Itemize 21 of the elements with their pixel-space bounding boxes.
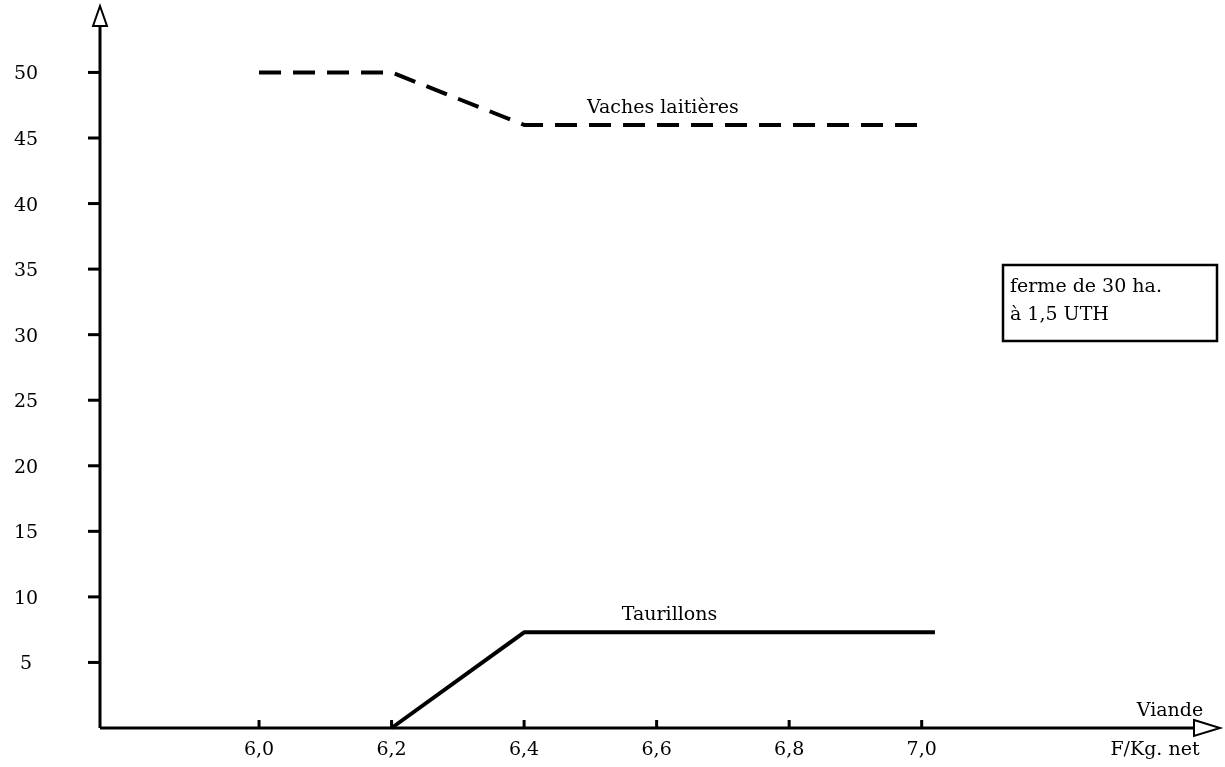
x-tick-label: 6,4: [508, 737, 540, 759]
series-label: Vaches laitières: [586, 94, 739, 117]
y-tick-label: 20: [13, 454, 39, 477]
y-tick-label: 40: [13, 192, 39, 215]
y-tick-label: 25: [13, 389, 39, 412]
annotation: ferme de 30 ha. à 1,5 UTH: [1010, 274, 1162, 324]
x-tick-label: 6,2: [376, 737, 407, 759]
y-tick-label: 30: [13, 323, 39, 346]
x-axis-title: Viande F/Kg. net: [1110, 698, 1204, 759]
x-tick-label: 6,8: [774, 737, 805, 759]
note-box: ferme de 30 ha. à 1,5 UTH: [1001, 263, 1219, 343]
x-tick-label: 6,0: [243, 737, 275, 759]
y-tick-label: 50: [13, 61, 39, 84]
y-tick-label: 5: [19, 651, 33, 674]
y-tick-label: 10: [13, 585, 39, 608]
x-tick-label: 6,6: [641, 737, 672, 759]
series-label: Taurillons: [621, 602, 718, 625]
y-tick-label: 45: [13, 127, 39, 149]
y-tick-label: 15: [13, 520, 39, 543]
x-tick-label: 7,0: [906, 737, 937, 759]
y-tick-label: 35: [13, 258, 39, 281]
